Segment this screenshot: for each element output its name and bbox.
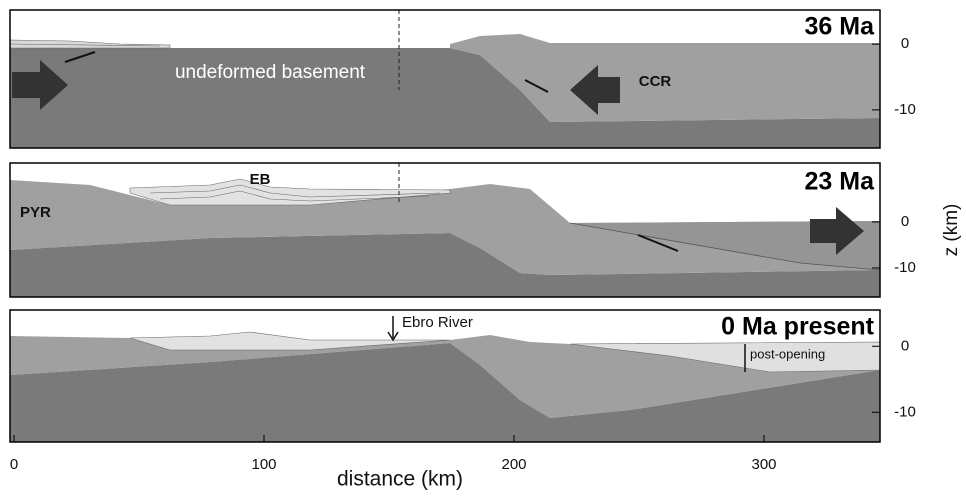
y-tick-label: -10 xyxy=(894,259,916,276)
y-tick-label: 0 xyxy=(901,213,909,230)
panel-title: 36 Ma xyxy=(805,13,876,41)
annotation: PYR xyxy=(20,204,51,221)
y-axis-label: z (km) xyxy=(941,204,962,257)
annotation: post-opening xyxy=(750,346,825,361)
x-tick-label: 0 xyxy=(10,456,18,473)
y-tick-label: 0 xyxy=(901,35,909,52)
panel: Ebro River post-opening 0 Ma present xyxy=(9,309,881,443)
y-tick-label: 0 xyxy=(901,337,909,354)
x-tick-label: 200 xyxy=(501,456,526,473)
y-tick-label: -10 xyxy=(894,101,916,118)
y-tick-label: -10 xyxy=(894,403,916,420)
x-tick-label: 300 xyxy=(751,456,776,473)
annotation: EB xyxy=(250,171,271,188)
panel: EB PYR 23 Ma xyxy=(9,162,881,298)
panel: undeformed basement CCR 36 Ma xyxy=(9,9,881,149)
x-axis-label: distance (km) xyxy=(337,468,463,491)
x-tick-label: 100 xyxy=(251,456,276,473)
annotation: undeformed basement xyxy=(175,62,366,83)
annotation: CCR xyxy=(639,73,672,90)
annotation: Ebro River xyxy=(402,314,473,331)
panel-title: 0 Ma present xyxy=(721,313,875,341)
panel-title: 23 Ma xyxy=(805,168,876,196)
